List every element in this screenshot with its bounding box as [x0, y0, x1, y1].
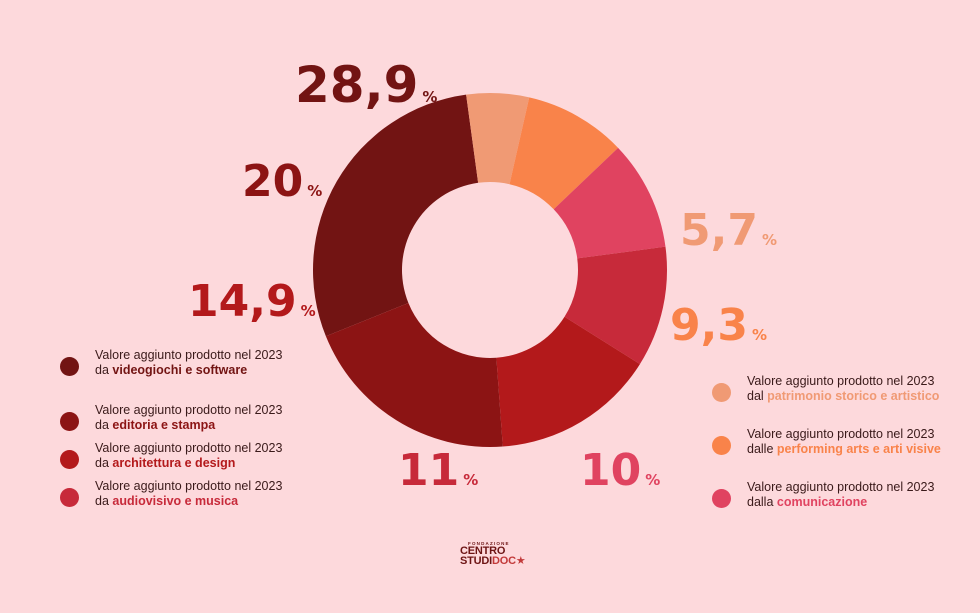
pct-value: 14,9	[188, 276, 297, 327]
pct-value: 20	[242, 156, 303, 207]
pct-value: 28,9	[295, 56, 418, 114]
legend-dot-icon	[712, 383, 731, 402]
legend-text: Valore aggiunto prodotto nel 2023 dal pa…	[747, 374, 940, 403]
legend-item-4: Valore aggiunto prodotto nel 2023 da aud…	[60, 479, 290, 508]
legend-dot-icon	[712, 489, 731, 508]
legend-item-5: Valore aggiunto prodotto nel 2023 da arc…	[60, 441, 290, 470]
donut-slice-3	[553, 147, 666, 259]
logo-foundation-text: FONDAZIONE	[468, 541, 510, 546]
pct-label-6: 20%	[242, 156, 322, 207]
pct-value: 5,7	[680, 205, 758, 256]
pct-label-3: 10%	[580, 445, 660, 496]
donut-slice-1	[466, 93, 530, 185]
legend-item-6: Valore aggiunto prodotto nel 2023 da edi…	[60, 403, 290, 432]
pct-label-4: 11%	[398, 445, 478, 496]
pct-label-0: 28,9%	[295, 56, 437, 114]
donut-slice-0	[313, 94, 479, 337]
pct-label-2: 9,3%	[670, 300, 767, 351]
logo-line-2: STUDIDOC★	[460, 555, 526, 567]
donut-slice-4	[564, 246, 667, 365]
legend-text: Valore aggiunto prodotto nel 2023 da edi…	[95, 403, 283, 432]
pct-label-5: 14,9%	[188, 276, 316, 327]
centro-studi-doc-logo: FONDAZIONE CENTRO STUDIDOC★	[460, 541, 530, 567]
pct-value: 10	[580, 445, 641, 496]
legend-item-0: Valore aggiunto prodotto nel 2023 da vid…	[60, 348, 290, 377]
legend-text: Valore aggiunto prodotto nel 2023 da aud…	[95, 479, 283, 508]
pct-unit: %	[463, 471, 478, 489]
pct-label-1: 5,7%	[680, 205, 777, 256]
legend-text: Valore aggiunto prodotto nel 2023 da vid…	[95, 348, 283, 377]
pct-unit: %	[752, 326, 767, 344]
donut-slice-5	[496, 316, 640, 447]
pct-value: 9,3	[670, 300, 748, 351]
legend-item-3: Valore aggiunto prodotto nel 2023 dalla …	[712, 480, 942, 509]
pct-unit: %	[422, 88, 437, 106]
pct-unit: %	[301, 302, 316, 320]
legend-dot-icon	[712, 436, 731, 455]
legend-item-2: Valore aggiunto prodotto nel 2023 dalle …	[712, 427, 942, 456]
pct-value: 11	[398, 445, 459, 496]
legend-text: Valore aggiunto prodotto nel 2023 da arc…	[95, 441, 283, 470]
donut-slice-2	[509, 97, 619, 210]
legend-dot-icon	[60, 412, 79, 431]
donut-slice-6	[325, 302, 503, 447]
logo-line-1: CENTRO	[460, 545, 506, 557]
legend-dot-icon	[60, 357, 79, 376]
legend-item-1: Valore aggiunto prodotto nel 2023 dal pa…	[712, 374, 942, 403]
pct-unit: %	[645, 471, 660, 489]
legend-dot-icon	[60, 488, 79, 507]
legend-dot-icon	[60, 450, 79, 469]
pct-unit: %	[307, 182, 322, 200]
legend-text: Valore aggiunto prodotto nel 2023 dalla …	[747, 480, 935, 509]
pct-unit: %	[762, 231, 777, 249]
legend-text: Valore aggiunto prodotto nel 2023 dalle …	[747, 427, 941, 456]
